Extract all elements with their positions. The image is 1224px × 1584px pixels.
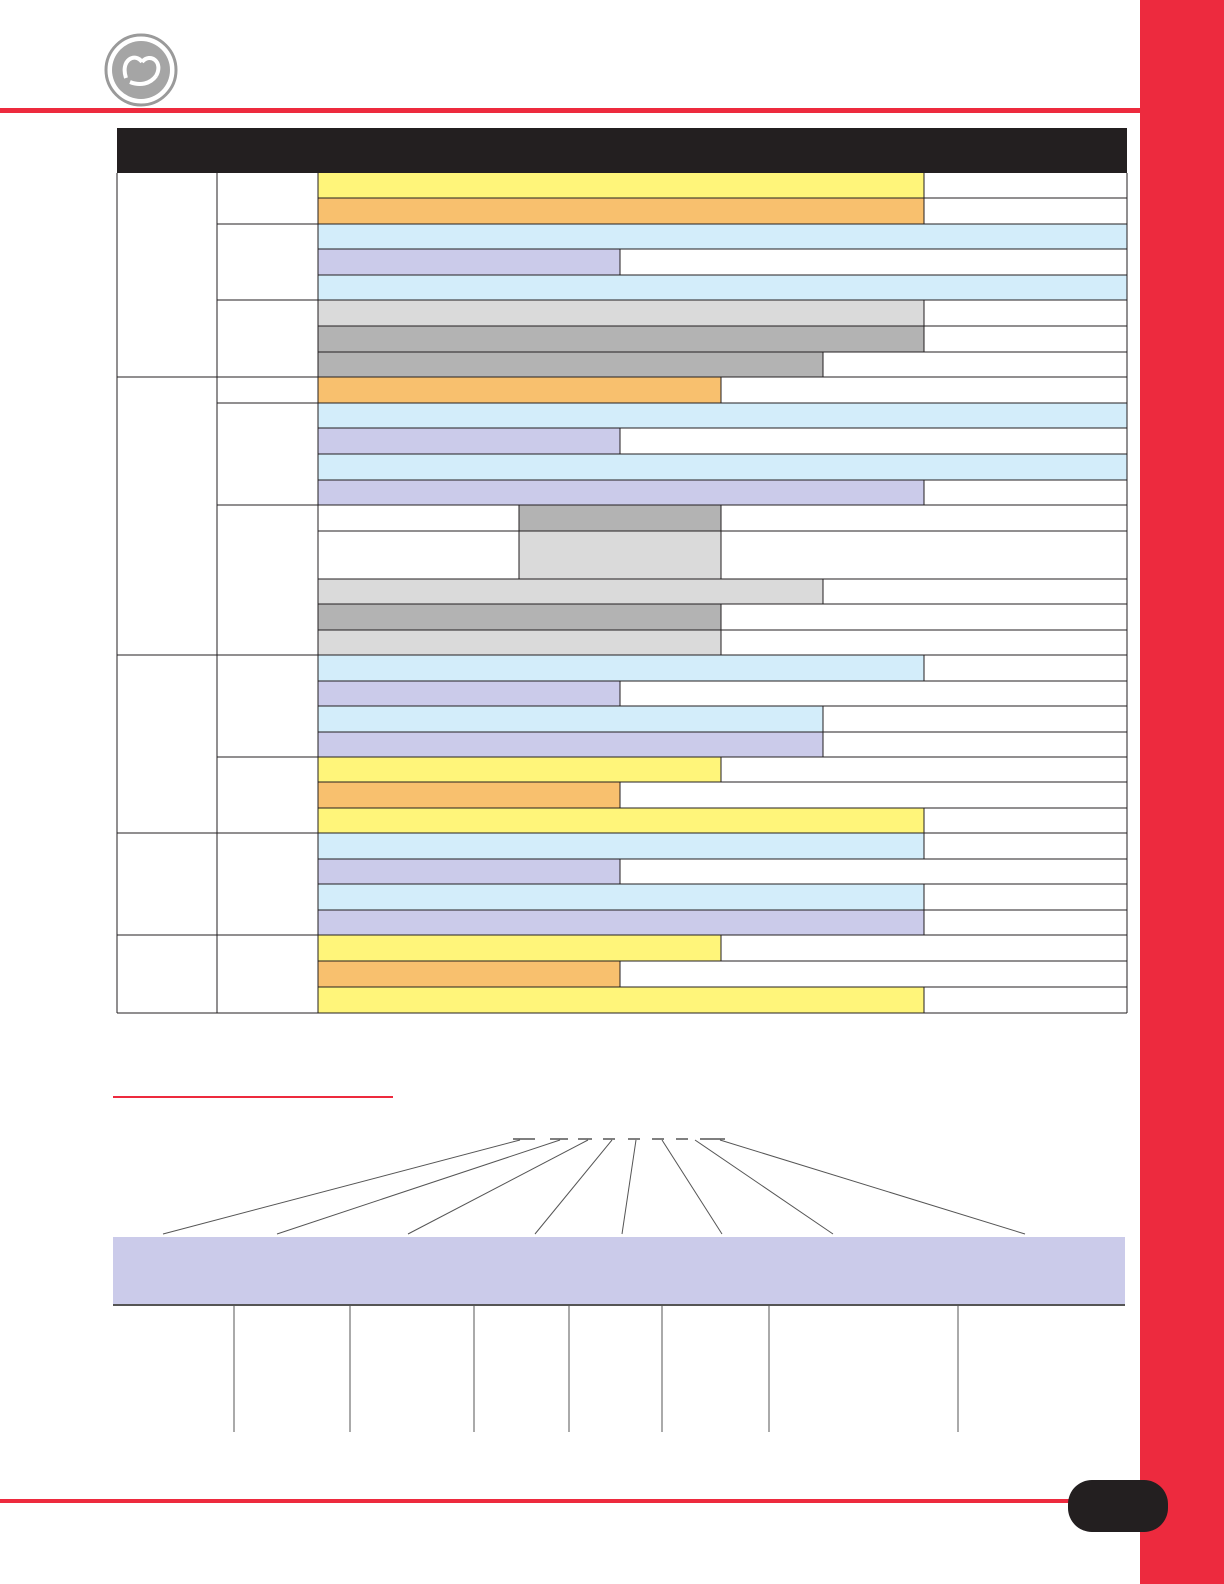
cell-fill	[318, 833, 924, 859]
cell-fill	[318, 428, 620, 454]
cell-fill	[318, 808, 924, 833]
leader-line	[621, 1139, 637, 1235]
cell-fill	[318, 224, 1127, 249]
leader-line	[407, 1139, 589, 1235]
cell-fill	[318, 352, 823, 377]
cell-fill	[519, 505, 721, 531]
cell-fill	[318, 987, 924, 1013]
cell-fill	[318, 732, 823, 757]
cell-fill	[318, 681, 620, 706]
cell-fill	[318, 706, 823, 732]
cell-fill	[318, 300, 924, 326]
cell-fill	[318, 454, 1127, 480]
side-bar	[1140, 0, 1224, 1584]
cell-fill	[318, 910, 924, 935]
leader-line	[661, 1139, 723, 1235]
cell-fill	[318, 403, 1127, 428]
code-diagram	[162, 1138, 1026, 1432]
ge-logo	[104, 33, 178, 107]
table-header	[117, 128, 1127, 173]
cell-fill	[318, 782, 620, 808]
cell-fill	[318, 859, 620, 884]
cell-fill	[318, 630, 721, 655]
cell-fill	[318, 935, 721, 961]
cell-fill	[318, 275, 1127, 300]
footer-rule	[0, 1499, 1140, 1503]
cell-fill	[318, 173, 924, 198]
leader-line	[162, 1139, 521, 1235]
cell-fill	[318, 579, 823, 604]
page-number-tab	[1068, 1480, 1168, 1532]
code-band-rule	[113, 1304, 1125, 1306]
section-underline	[113, 1096, 393, 1098]
cell-fill	[318, 604, 721, 630]
cell-fill	[519, 531, 721, 579]
cell-fill	[318, 757, 721, 782]
cell-fill	[318, 377, 721, 403]
cell-fill	[318, 198, 924, 224]
cell-fill	[318, 961, 620, 987]
cell-fill	[318, 884, 924, 910]
table	[116, 173, 1128, 1014]
leader-line	[694, 1139, 834, 1235]
leader-line	[719, 1139, 1026, 1235]
leader-line	[534, 1139, 613, 1235]
cell-fill	[318, 249, 620, 275]
header-rule	[0, 108, 1140, 113]
cell-fill	[318, 326, 924, 352]
cell-fill	[318, 655, 924, 681]
leader-line	[276, 1139, 561, 1235]
cell-fill	[318, 480, 924, 505]
code-band	[113, 1237, 1125, 1304]
